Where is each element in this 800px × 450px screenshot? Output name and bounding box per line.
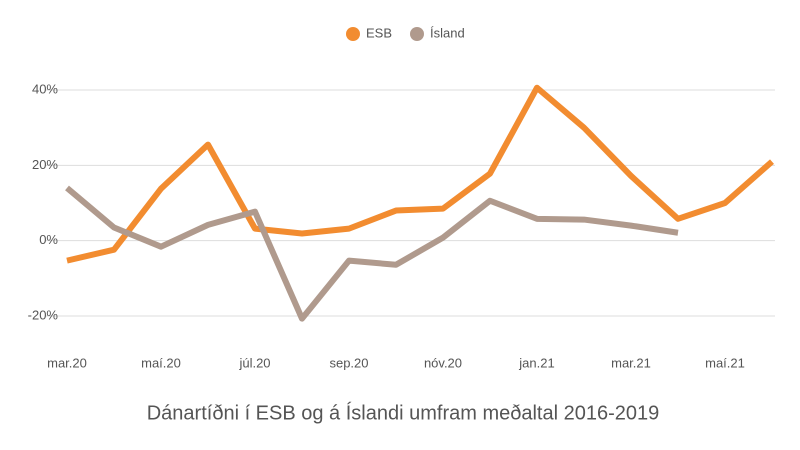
y-tick-label: 40% — [32, 81, 58, 96]
chart-title: Dánartíðni í ESB og á Íslandi umfram með… — [147, 401, 660, 424]
y-tick-label: -20% — [28, 307, 59, 322]
x-tick-label: sep.20 — [329, 355, 368, 370]
x-tick-label: maí.21 — [705, 355, 745, 370]
legend-label: Ísland — [430, 25, 465, 40]
x-tick-label: mar.21 — [611, 355, 651, 370]
series-line — [66, 84, 774, 264]
x-tick-label: mar.20 — [47, 355, 87, 370]
series-line — [65, 185, 679, 322]
x-tick-label: jan.21 — [518, 355, 554, 370]
y-tick-label: 20% — [32, 157, 58, 172]
legend-marker — [346, 27, 360, 41]
legend-label: ESB — [366, 25, 392, 40]
y-tick-label: 0% — [39, 232, 58, 247]
legend-marker — [410, 27, 424, 41]
x-tick-label: nóv.20 — [424, 355, 462, 370]
x-tick-label: maí.20 — [141, 355, 181, 370]
x-tick-label: júl.20 — [238, 355, 270, 370]
